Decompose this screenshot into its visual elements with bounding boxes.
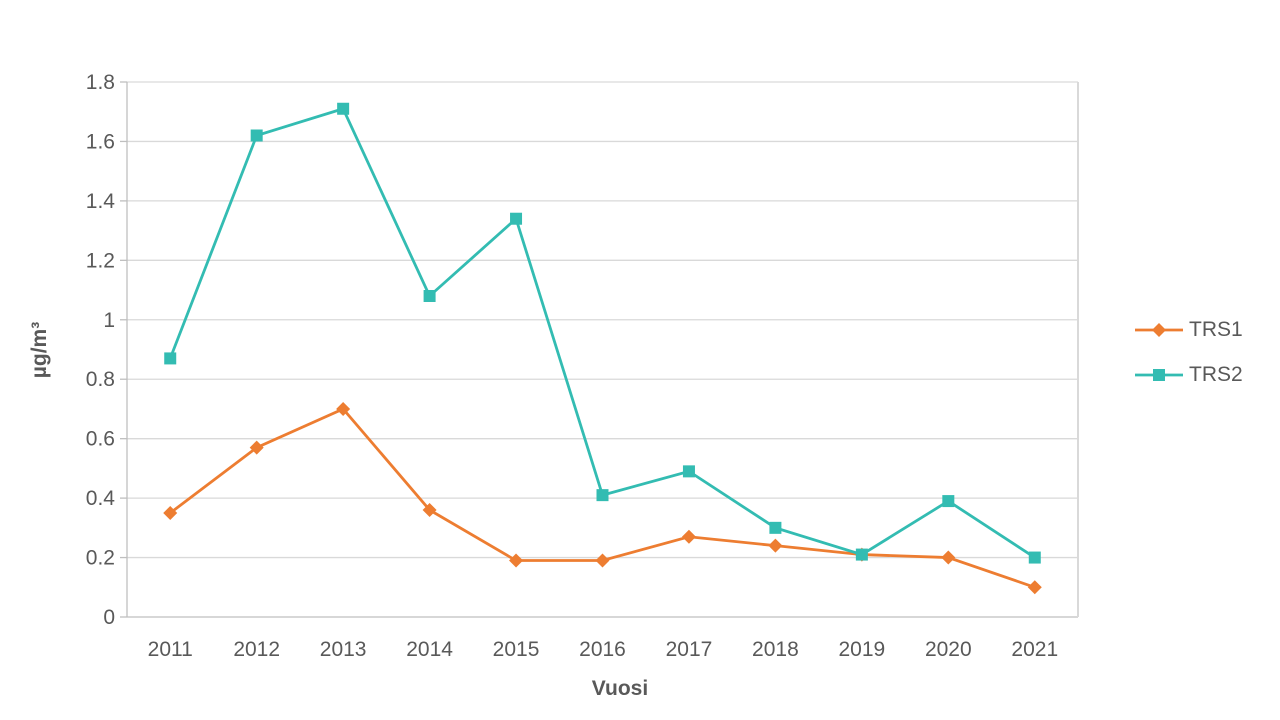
x-tick-label: 2014 — [406, 638, 453, 661]
square-marker — [769, 521, 782, 534]
square-marker — [1028, 551, 1041, 564]
x-tick-label: 2017 — [666, 638, 713, 661]
legend-marker-diamond-icon — [1135, 323, 1183, 337]
y-tick-label: 0.6 — [86, 428, 115, 451]
x-tick-label: 2020 — [925, 638, 972, 661]
diamond-marker — [422, 503, 437, 517]
x-tick-label: 2011 — [148, 638, 193, 661]
diamond-marker — [509, 553, 524, 568]
legend-marker-square-icon — [1135, 369, 1183, 381]
x-tick-label: 2016 — [579, 638, 626, 661]
x-tick-label: 2013 — [320, 638, 367, 661]
y-tick-label: 1 — [103, 309, 115, 332]
legend-item-trs2: TRS2 — [1133, 359, 1243, 391]
y-tick-label: 0 — [103, 606, 115, 629]
x-tick-label: 2019 — [839, 638, 886, 661]
square-marker — [855, 548, 868, 561]
y-tick-label: 0.8 — [86, 368, 115, 391]
diamond-marker — [1152, 323, 1166, 337]
diamond-marker — [1027, 580, 1042, 595]
x-tick-label: 2021 — [1011, 638, 1058, 661]
square-marker — [510, 212, 523, 225]
legend-item-trs1: TRS1 — [1133, 314, 1243, 346]
y-tick-label: 0.4 — [86, 487, 116, 510]
y-tick-label: 1.8 — [86, 71, 115, 94]
square-marker — [942, 495, 955, 508]
legend-label: TRS1 — [1189, 318, 1243, 341]
legend: TRS1 TRS2 — [1133, 314, 1243, 391]
diamond-marker — [768, 538, 783, 553]
square-marker — [164, 352, 177, 365]
square-marker — [250, 129, 263, 142]
x-tick-label: 2015 — [493, 638, 540, 661]
diamond-marker — [941, 550, 956, 565]
diamond-marker — [249, 440, 264, 455]
y-tick-label: 0.2 — [86, 547, 115, 570]
y-tick-label: 1.4 — [86, 190, 116, 213]
y-axis-title: µg/m³ — [28, 321, 51, 379]
diamond-marker — [336, 401, 351, 416]
square-marker — [596, 489, 609, 502]
square-marker — [1153, 369, 1165, 381]
diamond-marker — [681, 529, 696, 544]
x-axis-title: Vuosi — [591, 677, 649, 700]
diamond-marker — [595, 553, 610, 568]
y-tick-label: 1.6 — [86, 130, 115, 153]
x-tick-label: 2018 — [752, 638, 799, 661]
diamond-marker — [163, 505, 178, 520]
y-tick-label: 1.2 — [86, 249, 115, 272]
square-marker — [337, 102, 350, 115]
square-marker — [423, 290, 436, 302]
legend-label: TRS2 — [1189, 363, 1243, 386]
square-marker — [682, 465, 695, 478]
x-tick-label: 2012 — [233, 638, 280, 661]
